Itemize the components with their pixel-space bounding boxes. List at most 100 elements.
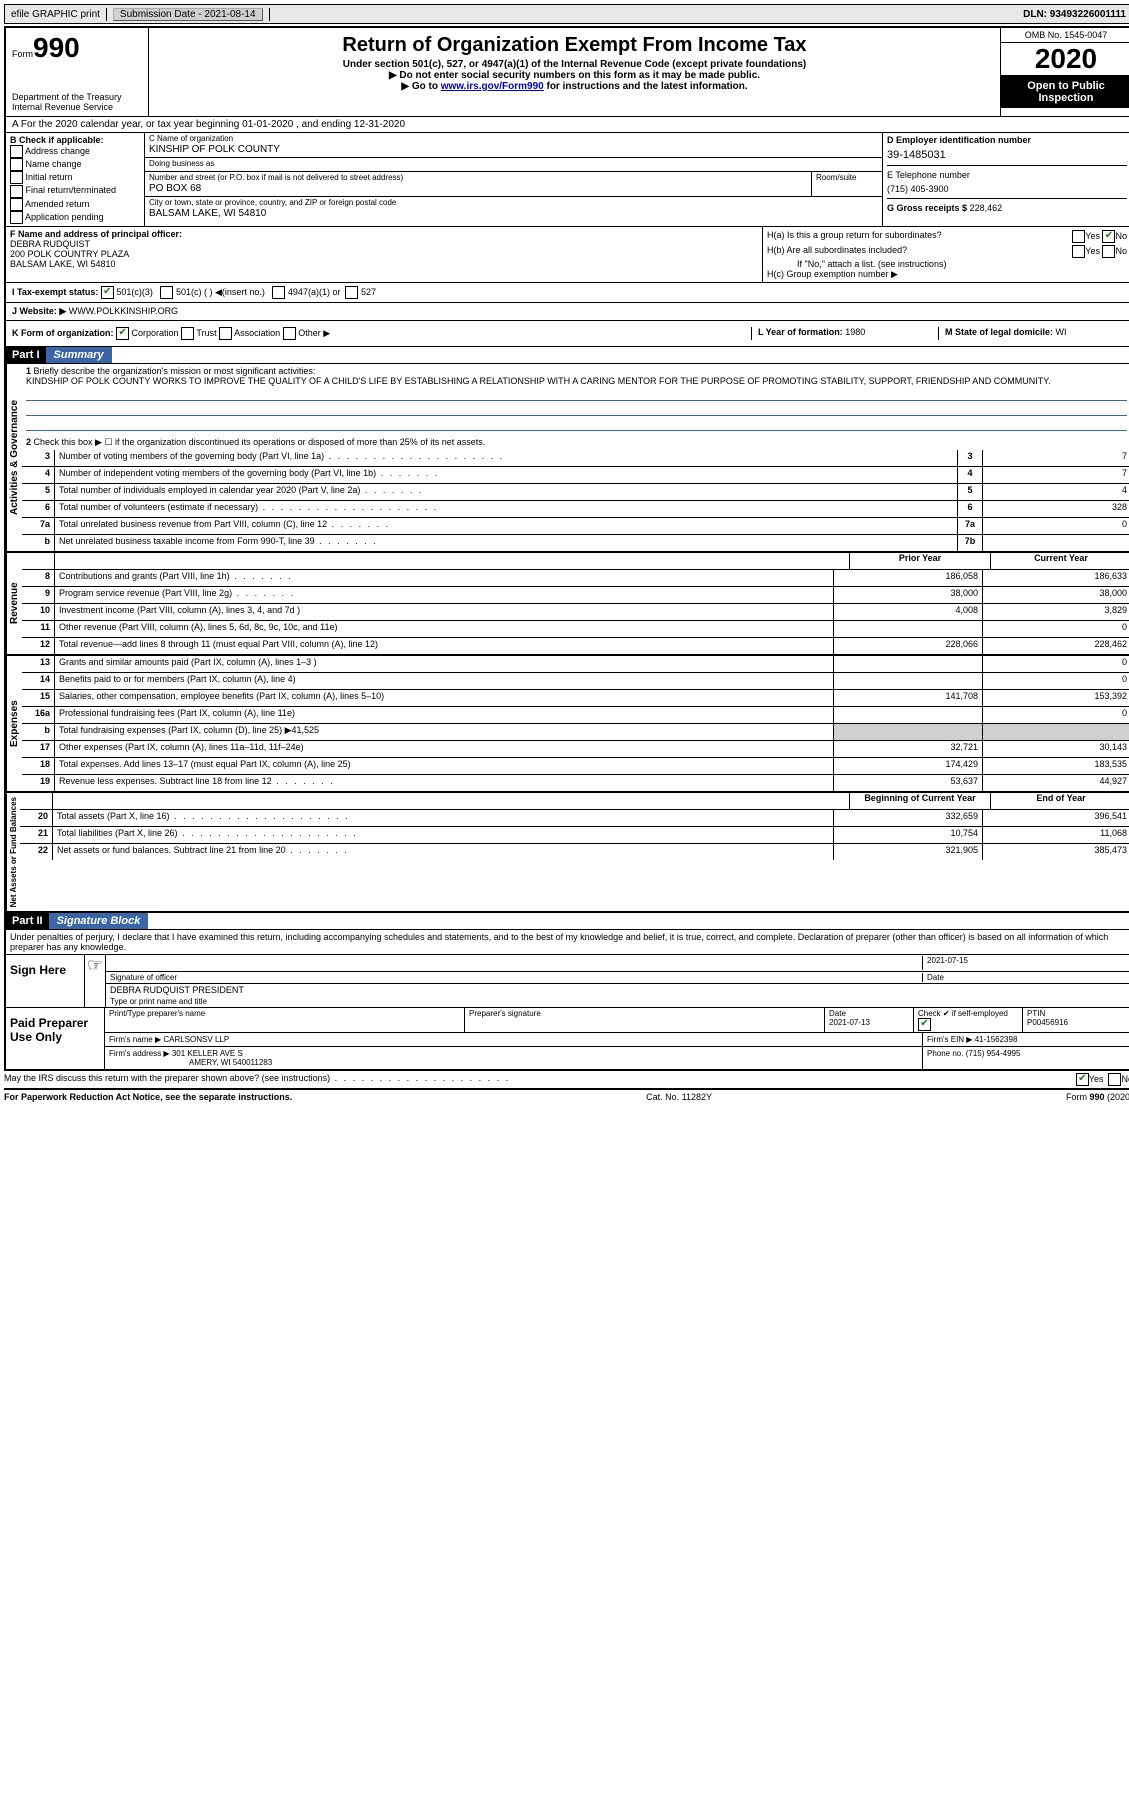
- section-fh: F Name and address of principal officer:…: [6, 227, 1129, 283]
- c-city-label: City or town, state or province, country…: [145, 197, 882, 208]
- cb-trust[interactable]: [181, 327, 194, 340]
- form-title: Return of Organization Exempt From Incom…: [153, 34, 996, 57]
- v7b: [982, 535, 1129, 551]
- sec-expenses: Expenses 13Grants and similar amounts pa…: [6, 656, 1129, 793]
- inspection-label: Open to Public Inspection: [1001, 76, 1129, 108]
- cb-hb-yes[interactable]: [1072, 245, 1085, 258]
- l14: Benefits paid to or for members (Part IX…: [55, 673, 833, 689]
- side-activities: Activities & Governance: [6, 364, 22, 551]
- cb-initial[interactable]: [10, 171, 23, 184]
- cb-final[interactable]: [10, 185, 23, 198]
- v4: 7: [982, 467, 1129, 483]
- sig-officer-l: Signature of officer: [110, 973, 922, 982]
- h-note: If "No," attach a list. (see instruction…: [767, 259, 1127, 269]
- form-number: 990: [33, 32, 80, 63]
- side-revenue: Revenue: [6, 553, 22, 654]
- d-label: D Employer identification number: [887, 135, 1127, 145]
- l15: Salaries, other compensation, employee b…: [55, 690, 833, 706]
- hcy: Current Year: [990, 553, 1129, 569]
- l7b: Net unrelated business taxable income fr…: [55, 535, 957, 551]
- cb-other[interactable]: [283, 327, 296, 340]
- l12: Total revenue—add lines 8 through 11 (mu…: [55, 638, 833, 654]
- tax-year: 2020: [1001, 43, 1129, 76]
- e-label: E Telephone number: [887, 165, 1127, 180]
- footer-m: Cat. No. 11282Y: [646, 1092, 712, 1102]
- q2: Check this box ▶ ☐ if the organization d…: [34, 437, 486, 447]
- v5: 4: [982, 484, 1129, 500]
- cb-501c3[interactable]: [101, 286, 114, 299]
- l7a: Total unrelated business revenue from Pa…: [55, 518, 957, 534]
- m-val: WI: [1056, 327, 1067, 337]
- l11: Other revenue (Part VIII, column (A), li…: [55, 621, 833, 637]
- mission: KINDSHIP OF POLK COUNTY WORKS TO IMPROVE…: [26, 376, 1051, 386]
- paid-preparer-row: Paid Preparer Use Only Print/Type prepar…: [6, 1008, 1129, 1069]
- l5: Total number of individuals employed in …: [55, 484, 957, 500]
- cb-4947[interactable]: [272, 286, 285, 299]
- note-2-post: for instructions and the latest informat…: [544, 81, 748, 92]
- footer-l: For Paperwork Reduction Act Notice, see …: [4, 1092, 292, 1102]
- submission-button[interactable]: Submission Date - 2021-08-14: [113, 8, 263, 21]
- note-2-pre: ▶ Go to: [401, 81, 440, 92]
- q1: Briefly describe the organization's miss…: [34, 366, 316, 376]
- col-c: C Name of organization KINSHIP OF POLK C…: [145, 133, 883, 226]
- paid-prep-label: Paid Preparer Use Only: [6, 1008, 105, 1069]
- l20: Total assets (Part X, line 16): [53, 810, 833, 826]
- v7a: 0: [982, 518, 1129, 534]
- col-f: F Name and address of principal officer:…: [6, 227, 763, 282]
- sec-activities: Activities & Governance 1 Briefly descri…: [6, 364, 1129, 553]
- sig-date-l: Date: [922, 973, 1127, 982]
- sig-date-val: 2021-07-15: [922, 956, 1127, 970]
- cb-ha-no[interactable]: [1102, 230, 1115, 243]
- part1-hdr: Part I: [6, 347, 46, 363]
- l8: Contributions and grants (Part VIII, lin…: [55, 570, 833, 586]
- c-room-label: Room/suite: [812, 172, 882, 183]
- l22: Net assets or fund balances. Subtract li…: [53, 844, 833, 860]
- cb-ha-yes[interactable]: [1072, 230, 1085, 243]
- col-deg: D Employer identification number 39-1485…: [883, 133, 1129, 226]
- hb-label: H(b) Are all subordinates included?: [767, 245, 907, 258]
- part2-hdr: Part II: [6, 913, 49, 929]
- c-dba: [145, 169, 882, 171]
- f-name: DEBRA RUDQUIST: [10, 239, 758, 249]
- section-i: I Tax-exempt status: 501(c)(3) 501(c) ( …: [6, 283, 1129, 303]
- sig-name-title: DEBRA RUDQUIST PRESIDENT: [110, 985, 1127, 995]
- irs-link[interactable]: www.irs.gov/Form990: [441, 81, 544, 92]
- declare: Under penalties of perjury, I declare th…: [6, 930, 1129, 955]
- form-subtitle: Under section 501(c), 527, or 4947(a)(1)…: [153, 59, 996, 70]
- l3: Number of voting members of the governin…: [55, 450, 957, 466]
- hpy: Prior Year: [849, 553, 990, 569]
- omb: OMB No. 1545-0047: [1001, 28, 1129, 43]
- cb-corp[interactable]: [116, 327, 129, 340]
- efile-label: efile GRAPHIC print: [5, 8, 107, 21]
- cb-501c[interactable]: [160, 286, 173, 299]
- cb-assoc[interactable]: [219, 327, 232, 340]
- b-label: B Check if applicable:: [10, 135, 140, 145]
- l10: Investment income (Part VIII, column (A)…: [55, 604, 833, 620]
- cb-self-emp[interactable]: [918, 1018, 931, 1031]
- form-container: Form990 Department of the Treasury Inter…: [4, 26, 1129, 1071]
- hby: Beginning of Current Year: [849, 793, 990, 809]
- l18: Total expenses. Add lines 13–17 (must eq…: [55, 758, 833, 774]
- cb-527[interactable]: [345, 286, 358, 299]
- cb-addr[interactable]: [10, 145, 23, 158]
- form-id-cell: Form990 Department of the Treasury Inter…: [6, 28, 149, 116]
- note-1: ▶ Do not enter social security numbers o…: [153, 70, 996, 81]
- cb-app[interactable]: [10, 211, 23, 224]
- cb-amended[interactable]: [10, 198, 23, 211]
- l-val: 1980: [845, 327, 865, 337]
- cb-name[interactable]: [10, 158, 23, 171]
- l16a: Professional fundraising fees (Part IX, …: [55, 707, 833, 723]
- c-name: KINSHIP OF POLK COUNTY: [145, 144, 882, 157]
- form-label: Form: [12, 49, 33, 59]
- footer-r: Form 990 (2020): [1066, 1092, 1129, 1102]
- cb-discuss-no[interactable]: [1108, 1073, 1121, 1086]
- l13: Grants and similar amounts paid (Part IX…: [55, 656, 833, 672]
- cb-hb-no[interactable]: [1102, 245, 1115, 258]
- cb-discuss-yes[interactable]: [1076, 1073, 1089, 1086]
- l19: Revenue less expenses. Subtract line 18 …: [55, 775, 833, 791]
- v3: 7: [982, 450, 1129, 466]
- discuss: May the IRS discuss this return with the…: [4, 1073, 993, 1086]
- part2-header: Part IISignature Block: [6, 913, 1129, 930]
- j-label: J Website: ▶: [12, 306, 66, 316]
- l9: Program service revenue (Part VIII, line…: [55, 587, 833, 603]
